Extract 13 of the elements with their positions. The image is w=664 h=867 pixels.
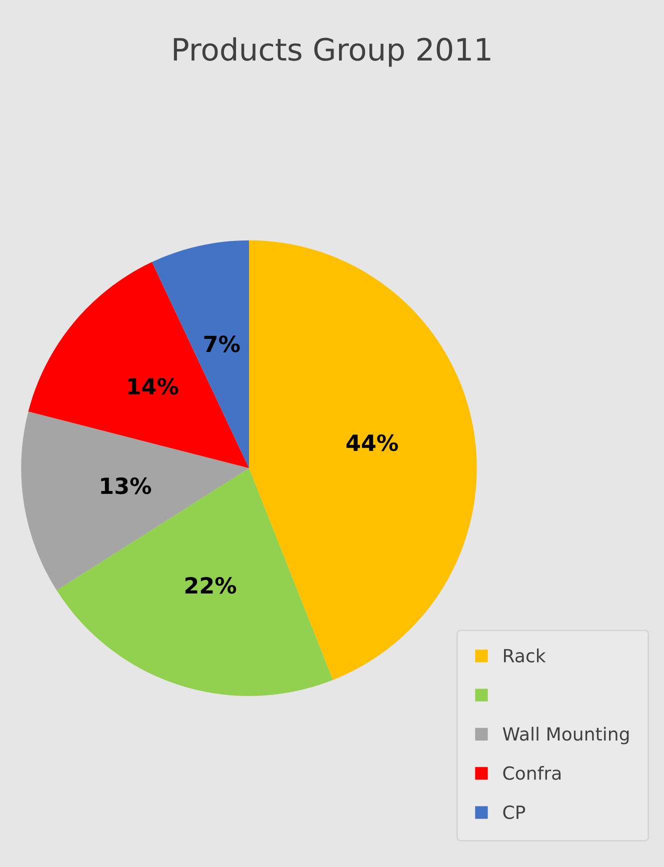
legend-label: CP: [503, 805, 526, 820]
data-label: 14%: [128, 378, 178, 395]
data-label: 7%: [204, 336, 240, 352]
data-label: 44%: [346, 434, 398, 452]
chart-title: Products Group 2011: [174, 37, 490, 67]
pie-slice: [56, 468, 333, 696]
pie-slice: [249, 240, 477, 680]
pie-slice: [28, 262, 249, 468]
legend-label: Confra: [503, 766, 561, 780]
data-label: 13%: [101, 477, 152, 494]
legend-label: Rack: [504, 648, 546, 663]
data-label: 22%: [185, 577, 236, 594]
legend-label: Wall Mounting: [502, 726, 629, 744]
